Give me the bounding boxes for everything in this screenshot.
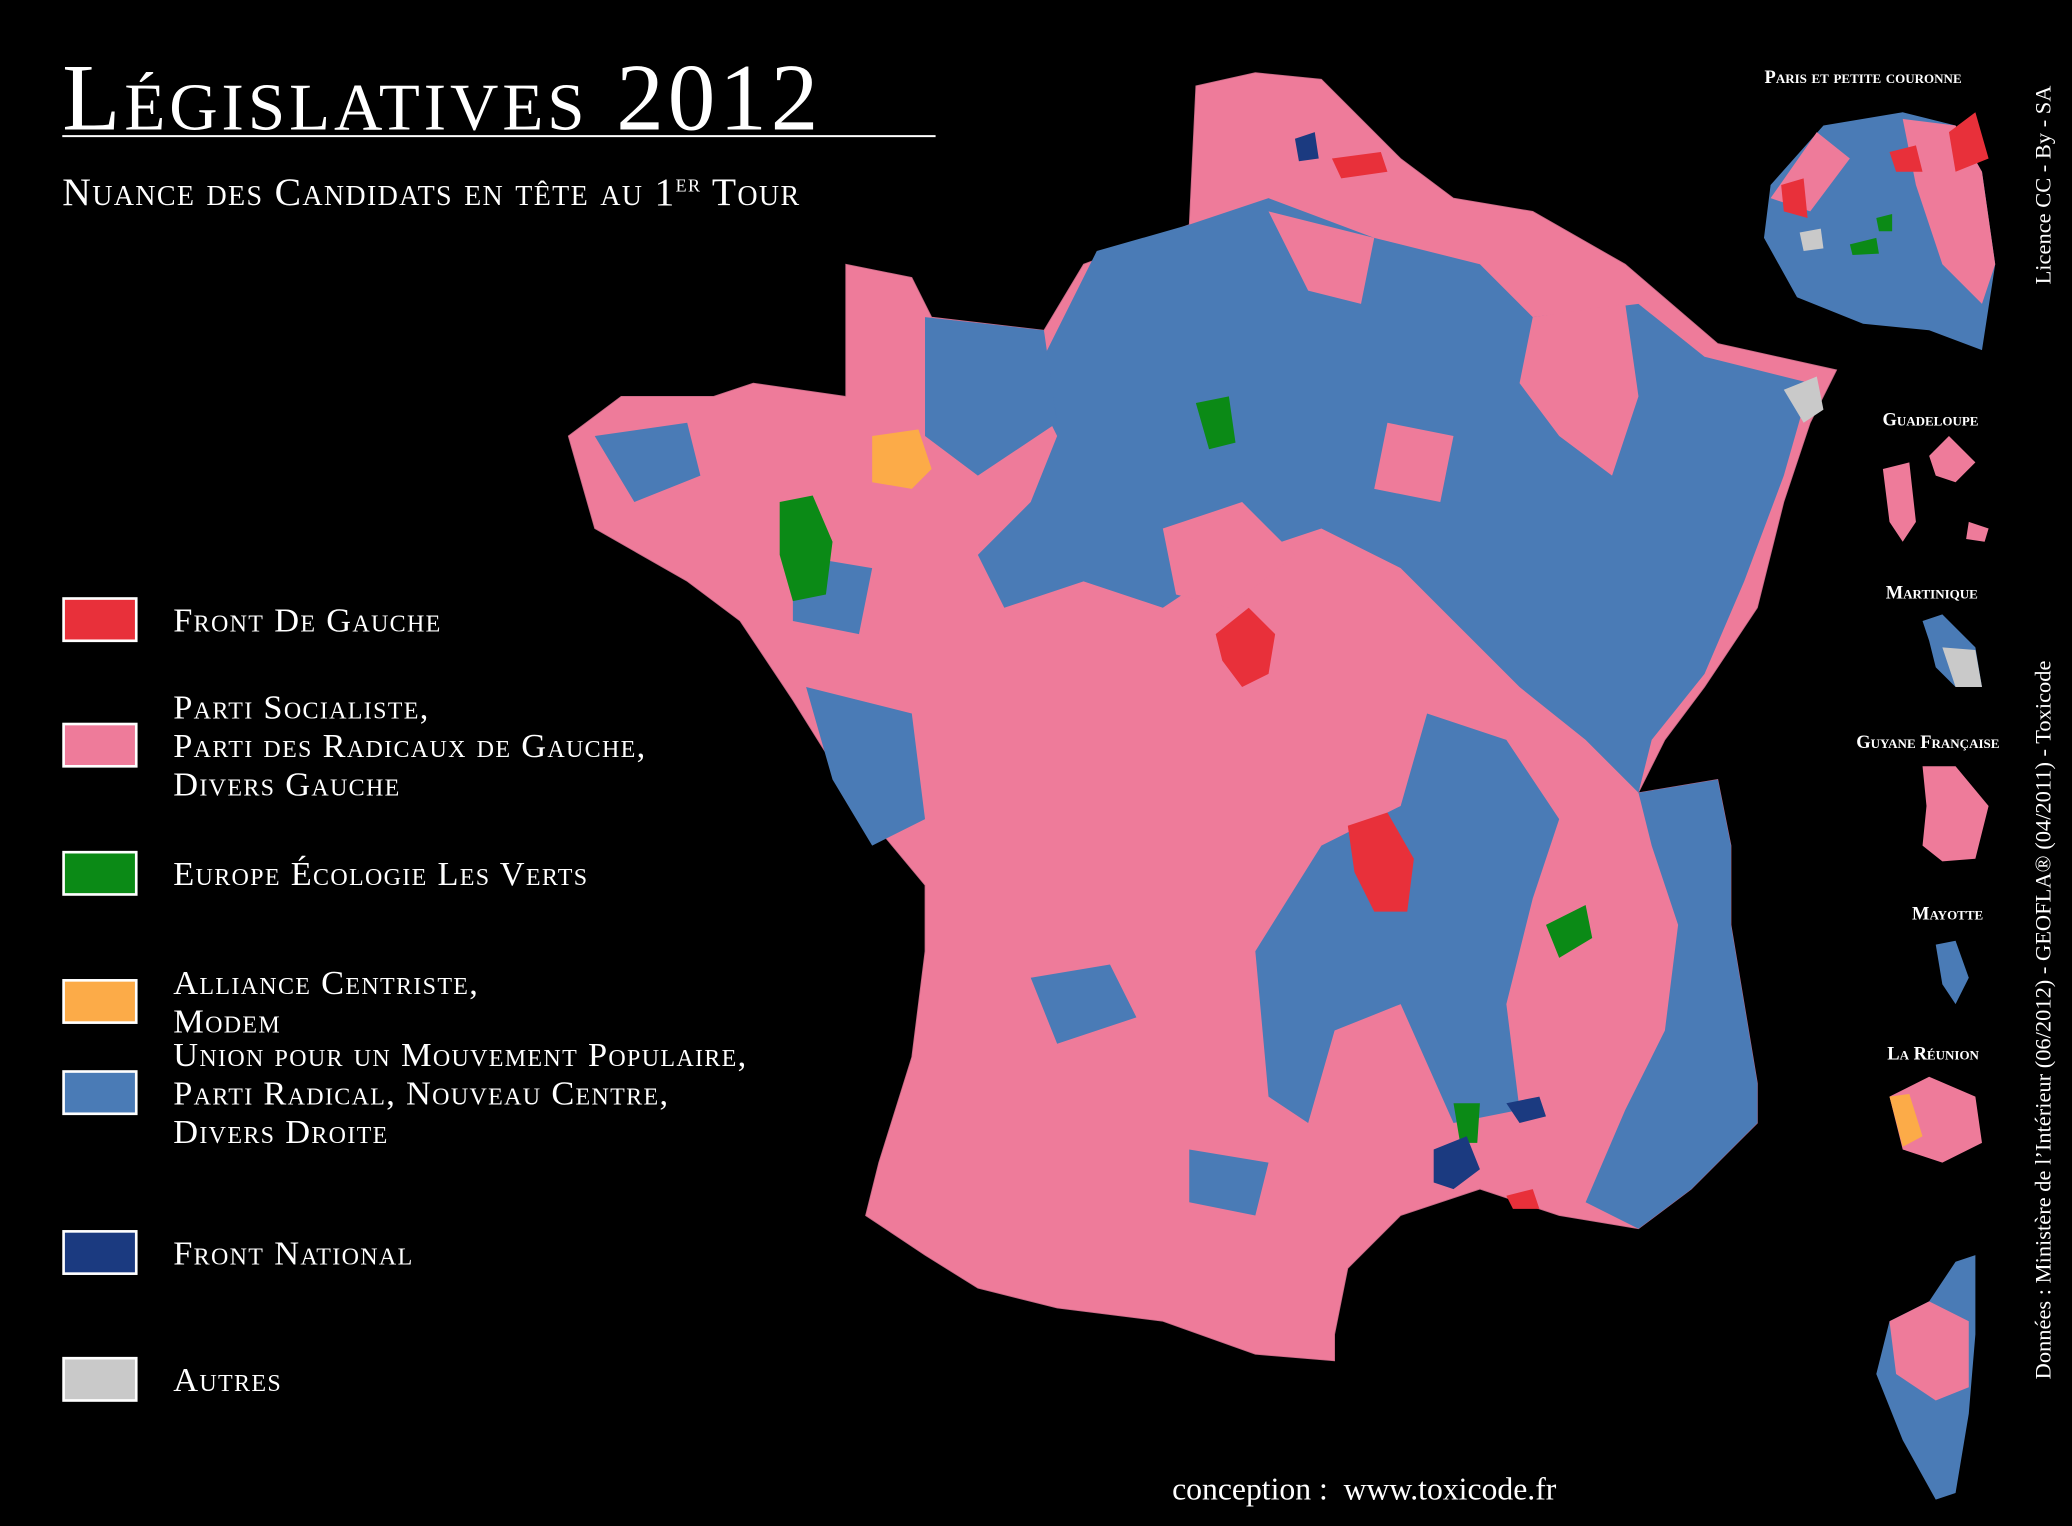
region-west	[594, 317, 1269, 1216]
subtitle: Nuance des Candidats en tête au 1er Tour	[62, 168, 800, 214]
region-modem	[872, 429, 932, 489]
legend-label: Parti Socialiste,	[173, 689, 429, 727]
region-left-center	[1162, 211, 1639, 608]
paris-inset-red	[1781, 112, 1989, 218]
corsica-pink	[1889, 1301, 1969, 1401]
region-massif	[1255, 713, 1560, 1124]
legend-swatch	[62, 850, 138, 896]
legend-swatch	[62, 1070, 138, 1116]
legend-swatch	[62, 597, 138, 643]
legend-label: Front National	[173, 1234, 413, 1272]
legend-label: Divers Gauche	[173, 765, 400, 803]
legend: Front De Gauche Parti Socialiste,Parti de…	[62, 597, 747, 1402]
region-autres	[1783, 376, 1824, 423]
legend-swatch	[62, 1230, 138, 1275]
subtitle-superscript: er	[676, 168, 702, 198]
legend-label: Autres	[173, 1361, 282, 1399]
mainland-map	[567, 72, 1838, 1362]
legend-label: Divers Droite	[173, 1113, 388, 1151]
sources: Données : Ministère de l’Intérieur (06/2…	[2031, 661, 2056, 1380]
inset-label: Mayotte	[1912, 904, 1983, 924]
legend-label: Modem	[173, 1003, 281, 1041]
inset-label: Martinique	[1886, 583, 1978, 603]
inset-label: Paris et petite couronne	[1765, 67, 1962, 87]
legend-swatch	[62, 722, 138, 768]
paris-inset-grey	[1799, 228, 1824, 252]
credit: conception : www.toxicode.fr	[1172, 1472, 1557, 1507]
inset-label: Guadeloupe	[1882, 409, 1978, 429]
paris-inset-pink	[1770, 118, 1996, 304]
legend-label: Europe Écologie Les Verts	[173, 855, 588, 893]
reunion-orange	[1889, 1093, 1923, 1147]
insets-map	[1763, 112, 1996, 1500]
paris-inset-green	[1849, 214, 1893, 255]
legend-label: Union pour un Mouvement Populaire,	[173, 1036, 747, 1074]
subtitle-main: Nuance des Candidats en tête au 1	[62, 170, 675, 214]
guadeloupe	[1882, 436, 1989, 542]
inset-label: La Réunion	[1887, 1044, 1979, 1064]
subtitle-end: Tour	[701, 170, 800, 214]
guyane	[1922, 766, 1989, 862]
legend-swatch	[62, 979, 138, 1024]
inset-labels: Paris et petite couronne Guadeloupe Martin…	[1765, 67, 2000, 1063]
inset-label: Guyane Française	[1856, 732, 1999, 752]
title: Législatives 2012	[62, 44, 822, 150]
legend-label: Parti des Radicaux de Gauche,	[173, 727, 646, 765]
legend-swatch	[62, 1356, 138, 1402]
license: Licence CC - By - SA	[2031, 85, 2056, 285]
legend-label: Front De Gauche	[173, 602, 441, 640]
legend-label: Alliance Centriste,	[173, 964, 479, 1002]
mayotte	[1935, 940, 1969, 1005]
martinique-grey	[1942, 647, 1982, 688]
region-alps	[1585, 779, 1758, 1229]
legend-label: Parti Radical, Nouveau Centre,	[173, 1075, 669, 1113]
